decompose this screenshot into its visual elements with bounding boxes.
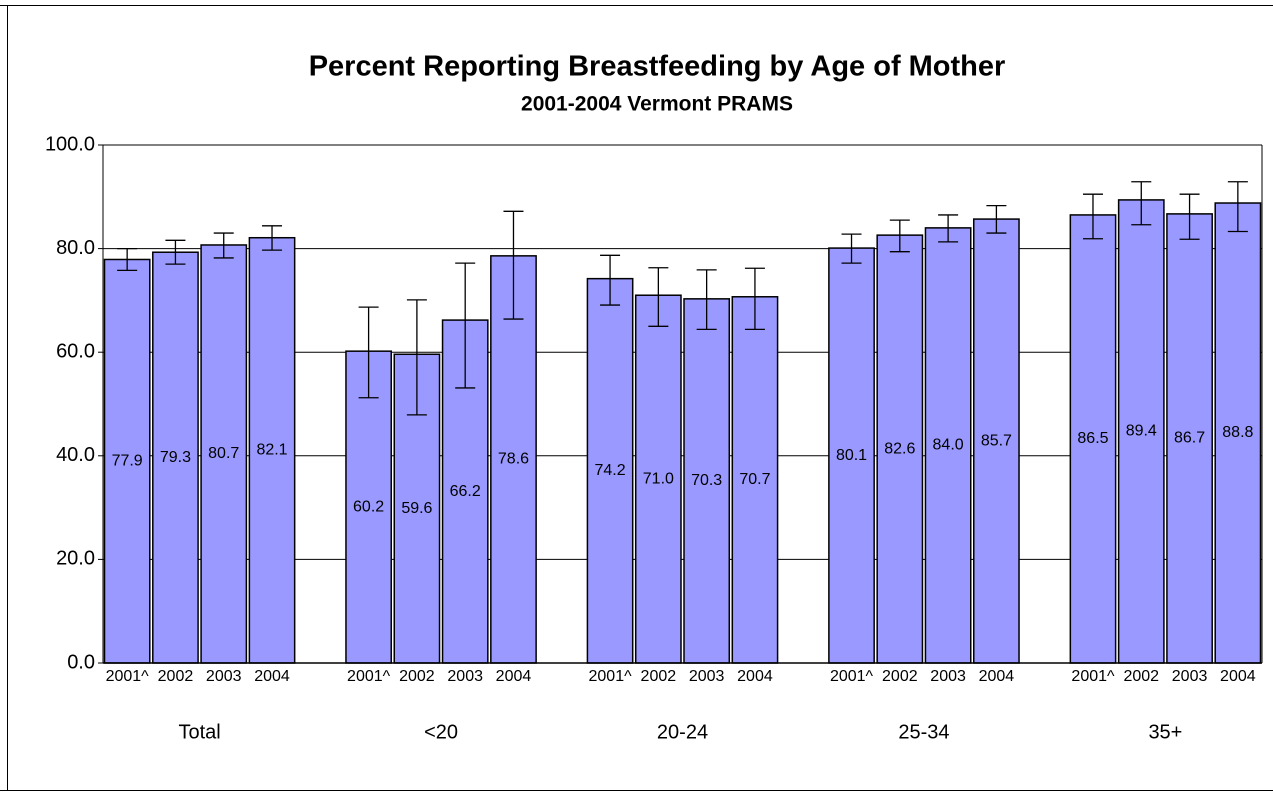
x-tick-label: 2003 — [447, 668, 483, 685]
bar — [1166, 213, 1213, 664]
value-label: 88.8 — [1222, 424, 1253, 441]
group-label: 25-34 — [898, 721, 949, 743]
value-label: 84.0 — [933, 437, 964, 454]
y-tick-label: 60.0 — [56, 340, 95, 362]
group-label: Total — [178, 721, 220, 743]
x-tick-label: 2004 — [254, 668, 290, 685]
value-label: 82.6 — [884, 440, 915, 457]
bar — [683, 298, 731, 664]
x-tick-label: 2002 — [1123, 668, 1159, 685]
value-label: 74.2 — [594, 462, 625, 479]
value-label: 71.0 — [643, 470, 674, 487]
value-label: 86.7 — [1174, 430, 1205, 447]
chart-title: Percent Reporting Breastfeeding by Age o… — [309, 51, 1006, 83]
value-label: 78.6 — [498, 451, 529, 468]
value-label: 85.7 — [981, 432, 1012, 449]
y-tick-label: 100.0 — [45, 133, 95, 155]
x-tick-label: 2003 — [1172, 668, 1208, 685]
value-label: 86.5 — [1077, 430, 1108, 447]
x-tick-label: 2001^ — [347, 668, 391, 685]
group-label: <20 — [424, 721, 458, 743]
x-tick-label: 2003 — [930, 668, 966, 685]
bar — [1069, 214, 1117, 664]
x-tick-label: 2002 — [158, 668, 194, 685]
y-tick-label: 0.0 — [67, 651, 95, 673]
value-label: 70.3 — [691, 472, 722, 489]
x-tick-label: 2004 — [979, 668, 1015, 685]
x-tick-label: 2002 — [882, 668, 918, 685]
bar — [152, 251, 199, 664]
chart-subtitle: 2001-2004 Vermont PRAMS — [521, 93, 793, 116]
bar — [828, 247, 875, 664]
x-tick-label: 2002 — [399, 668, 435, 685]
value-label: 80.1 — [836, 447, 867, 464]
group-label: 20-24 — [657, 721, 708, 743]
x-tick-label: 2004 — [737, 668, 773, 685]
bar — [634, 294, 682, 664]
x-tick-label: 2003 — [206, 668, 242, 685]
bar — [924, 227, 972, 664]
value-label: 79.3 — [160, 449, 191, 466]
group-label: 35+ — [1148, 721, 1182, 743]
x-tick-label: 2004 — [1220, 668, 1256, 685]
value-label: 60.2 — [353, 498, 384, 515]
x-tick-label: 2003 — [689, 668, 725, 685]
y-tick-label: 20.0 — [56, 548, 95, 570]
bar — [490, 255, 537, 664]
x-tick-label: 2002 — [641, 668, 677, 685]
bar — [103, 258, 151, 664]
bar — [586, 277, 634, 664]
value-label: 82.1 — [256, 442, 287, 459]
value-label: 59.6 — [401, 500, 432, 517]
x-tick-label: 2001^ — [830, 668, 874, 685]
x-tick-label: 2001^ — [1071, 668, 1115, 685]
value-label: 77.9 — [112, 452, 143, 469]
bar — [393, 353, 441, 664]
x-tick-label: 2001^ — [589, 668, 633, 685]
bar — [345, 350, 393, 664]
value-label: 89.4 — [1126, 423, 1157, 440]
value-label: 70.7 — [739, 471, 770, 488]
y-tick-label: 80.0 — [56, 237, 95, 259]
x-tick-label: 2001^ — [106, 668, 150, 685]
value-label: 66.2 — [450, 483, 481, 500]
y-tick-label: 40.0 — [56, 444, 95, 466]
value-label: 80.7 — [208, 445, 239, 462]
x-tick-label: 2004 — [496, 668, 532, 685]
